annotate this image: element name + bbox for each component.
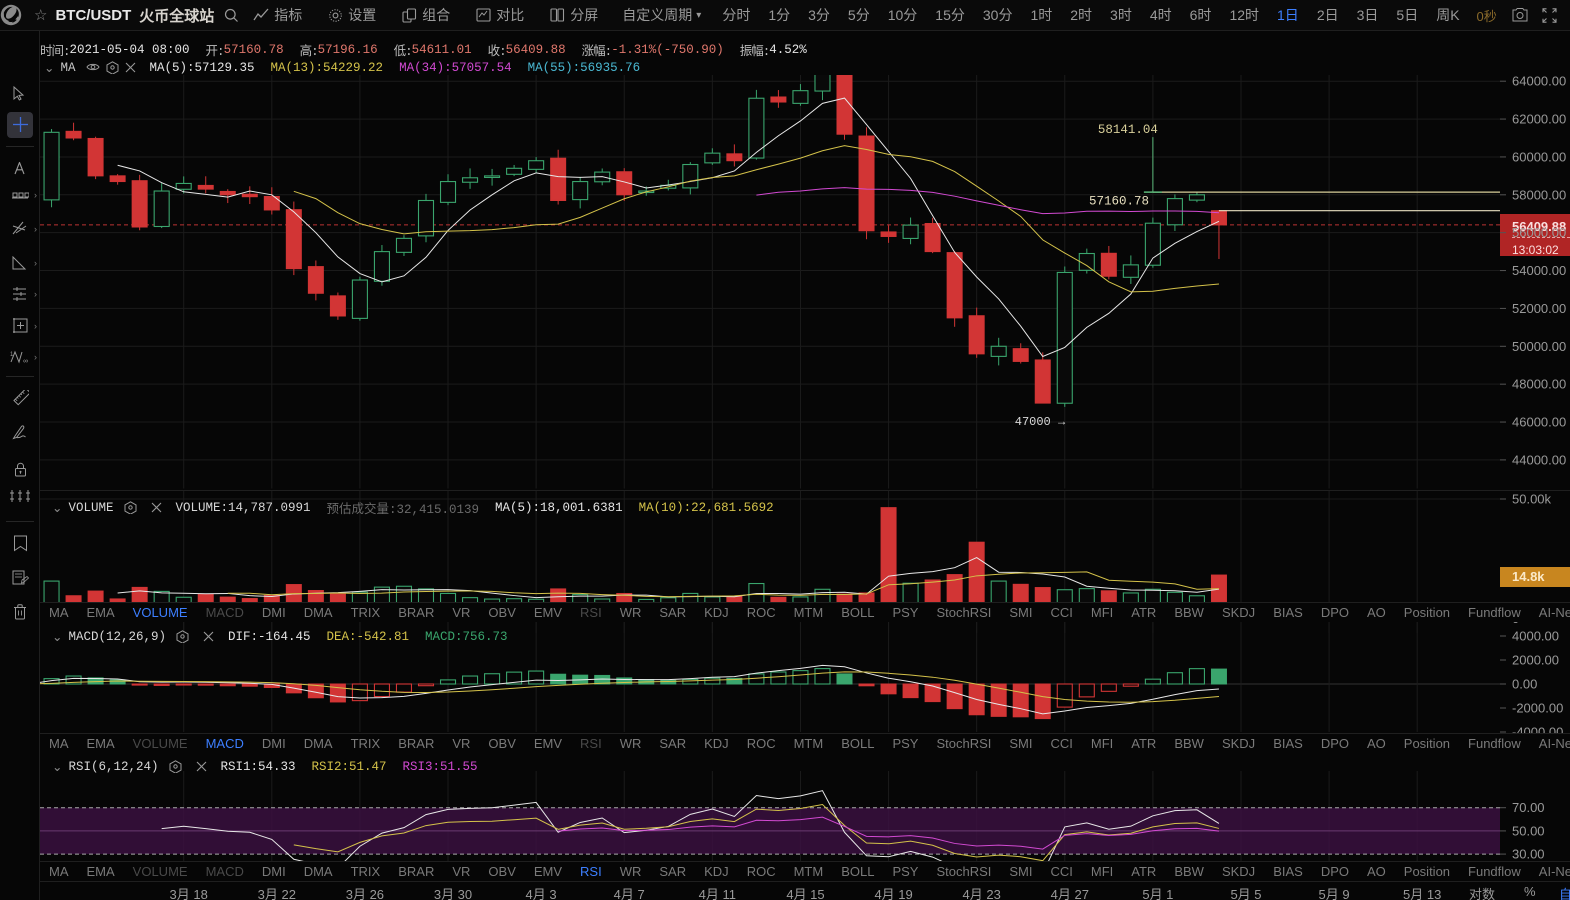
svg-text:30.00: 30.00 (1512, 847, 1545, 862)
svg-text:70.00: 70.00 (1512, 800, 1545, 815)
svg-text:62000.00: 62000.00 (1512, 112, 1566, 127)
svg-text:4000.00: 4000.00 (1512, 629, 1559, 644)
svg-text:2000.00: 2000.00 (1512, 653, 1559, 668)
svg-text:52000.00: 52000.00 (1512, 301, 1566, 316)
svg-text:58141.04: 58141.04 (1098, 123, 1158, 137)
svg-text:-2000.00: -2000.00 (1512, 701, 1563, 716)
svg-text:∞: ∞ (23, 358, 28, 364)
svg-text:47000 →: 47000 → (1015, 415, 1066, 429)
svg-text:0.00: 0.00 (1512, 677, 1537, 692)
svg-text:46000.00: 46000.00 (1512, 415, 1566, 430)
svg-text:48000.00: 48000.00 (1512, 377, 1566, 392)
svg-text:56000.00: 56000.00 (1512, 225, 1566, 240)
svg-text:44000.00: 44000.00 (1512, 452, 1566, 467)
svg-text:64000.00: 64000.00 (1512, 75, 1566, 89)
svg-text:54000.00: 54000.00 (1512, 263, 1566, 278)
svg-text:50000.00: 50000.00 (1512, 339, 1566, 354)
svg-text:60000.00: 60000.00 (1512, 149, 1566, 164)
svg-text:58000.00: 58000.00 (1512, 187, 1566, 202)
svg-text:57160.78: 57160.78 (1089, 195, 1149, 209)
svg-text:50.00: 50.00 (1512, 823, 1545, 838)
